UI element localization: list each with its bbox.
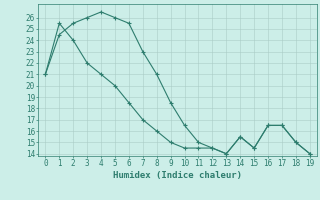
X-axis label: Humidex (Indice chaleur): Humidex (Indice chaleur) (113, 171, 242, 180)
